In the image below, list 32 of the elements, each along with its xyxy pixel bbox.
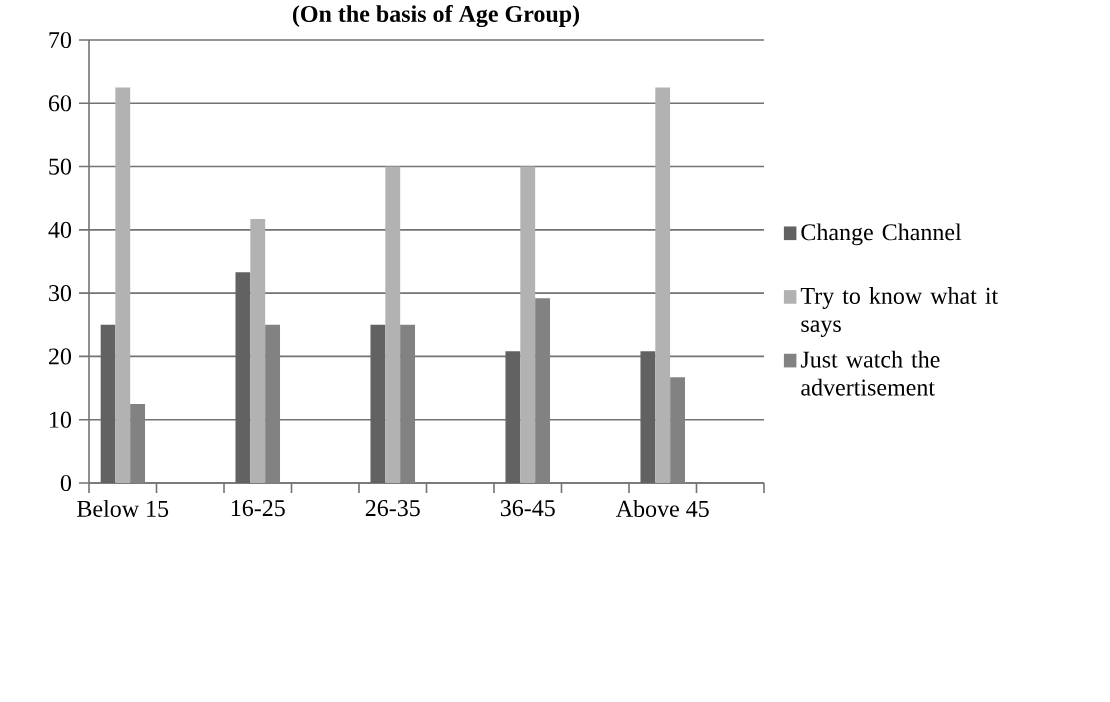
legend-label: Change Channel	[801, 223, 962, 246]
bar	[520, 166, 536, 483]
legend-label: Try to know what it says	[800, 287, 999, 337]
y-tick-label: 30	[49, 285, 72, 302]
y-tick-label: 60	[48, 95, 72, 112]
x-tick-label: Above 45	[615, 500, 709, 517]
bar	[130, 403, 146, 483]
bar	[505, 351, 521, 483]
x-tick-label: 16-25	[231, 500, 285, 517]
y-tick-label: 50	[49, 158, 72, 175]
y-tick-label: 70	[49, 31, 72, 49]
bar	[640, 351, 656, 483]
x-tick-label: 36-45	[500, 500, 555, 517]
bar	[535, 298, 551, 483]
bar	[100, 324, 116, 483]
bar	[400, 324, 416, 483]
y-tick-label: 0	[60, 474, 72, 492]
x-tick-label: Below 15	[77, 500, 169, 517]
y-tick-label: 40	[48, 221, 72, 238]
chart-title: (On the basis of Age Group)	[292, 4, 580, 28]
bar	[370, 324, 386, 483]
bar	[235, 272, 251, 483]
bar	[115, 87, 131, 483]
legend-label: Just watch the advertisement	[800, 350, 940, 396]
y-tick-label: 10	[50, 411, 72, 428]
x-tick-label: 26-35	[365, 500, 420, 517]
y-tick-label: 20	[49, 348, 72, 365]
bar	[385, 166, 401, 483]
bar	[655, 87, 671, 483]
bar	[670, 377, 686, 483]
bar	[265, 324, 281, 483]
bar	[250, 219, 266, 483]
